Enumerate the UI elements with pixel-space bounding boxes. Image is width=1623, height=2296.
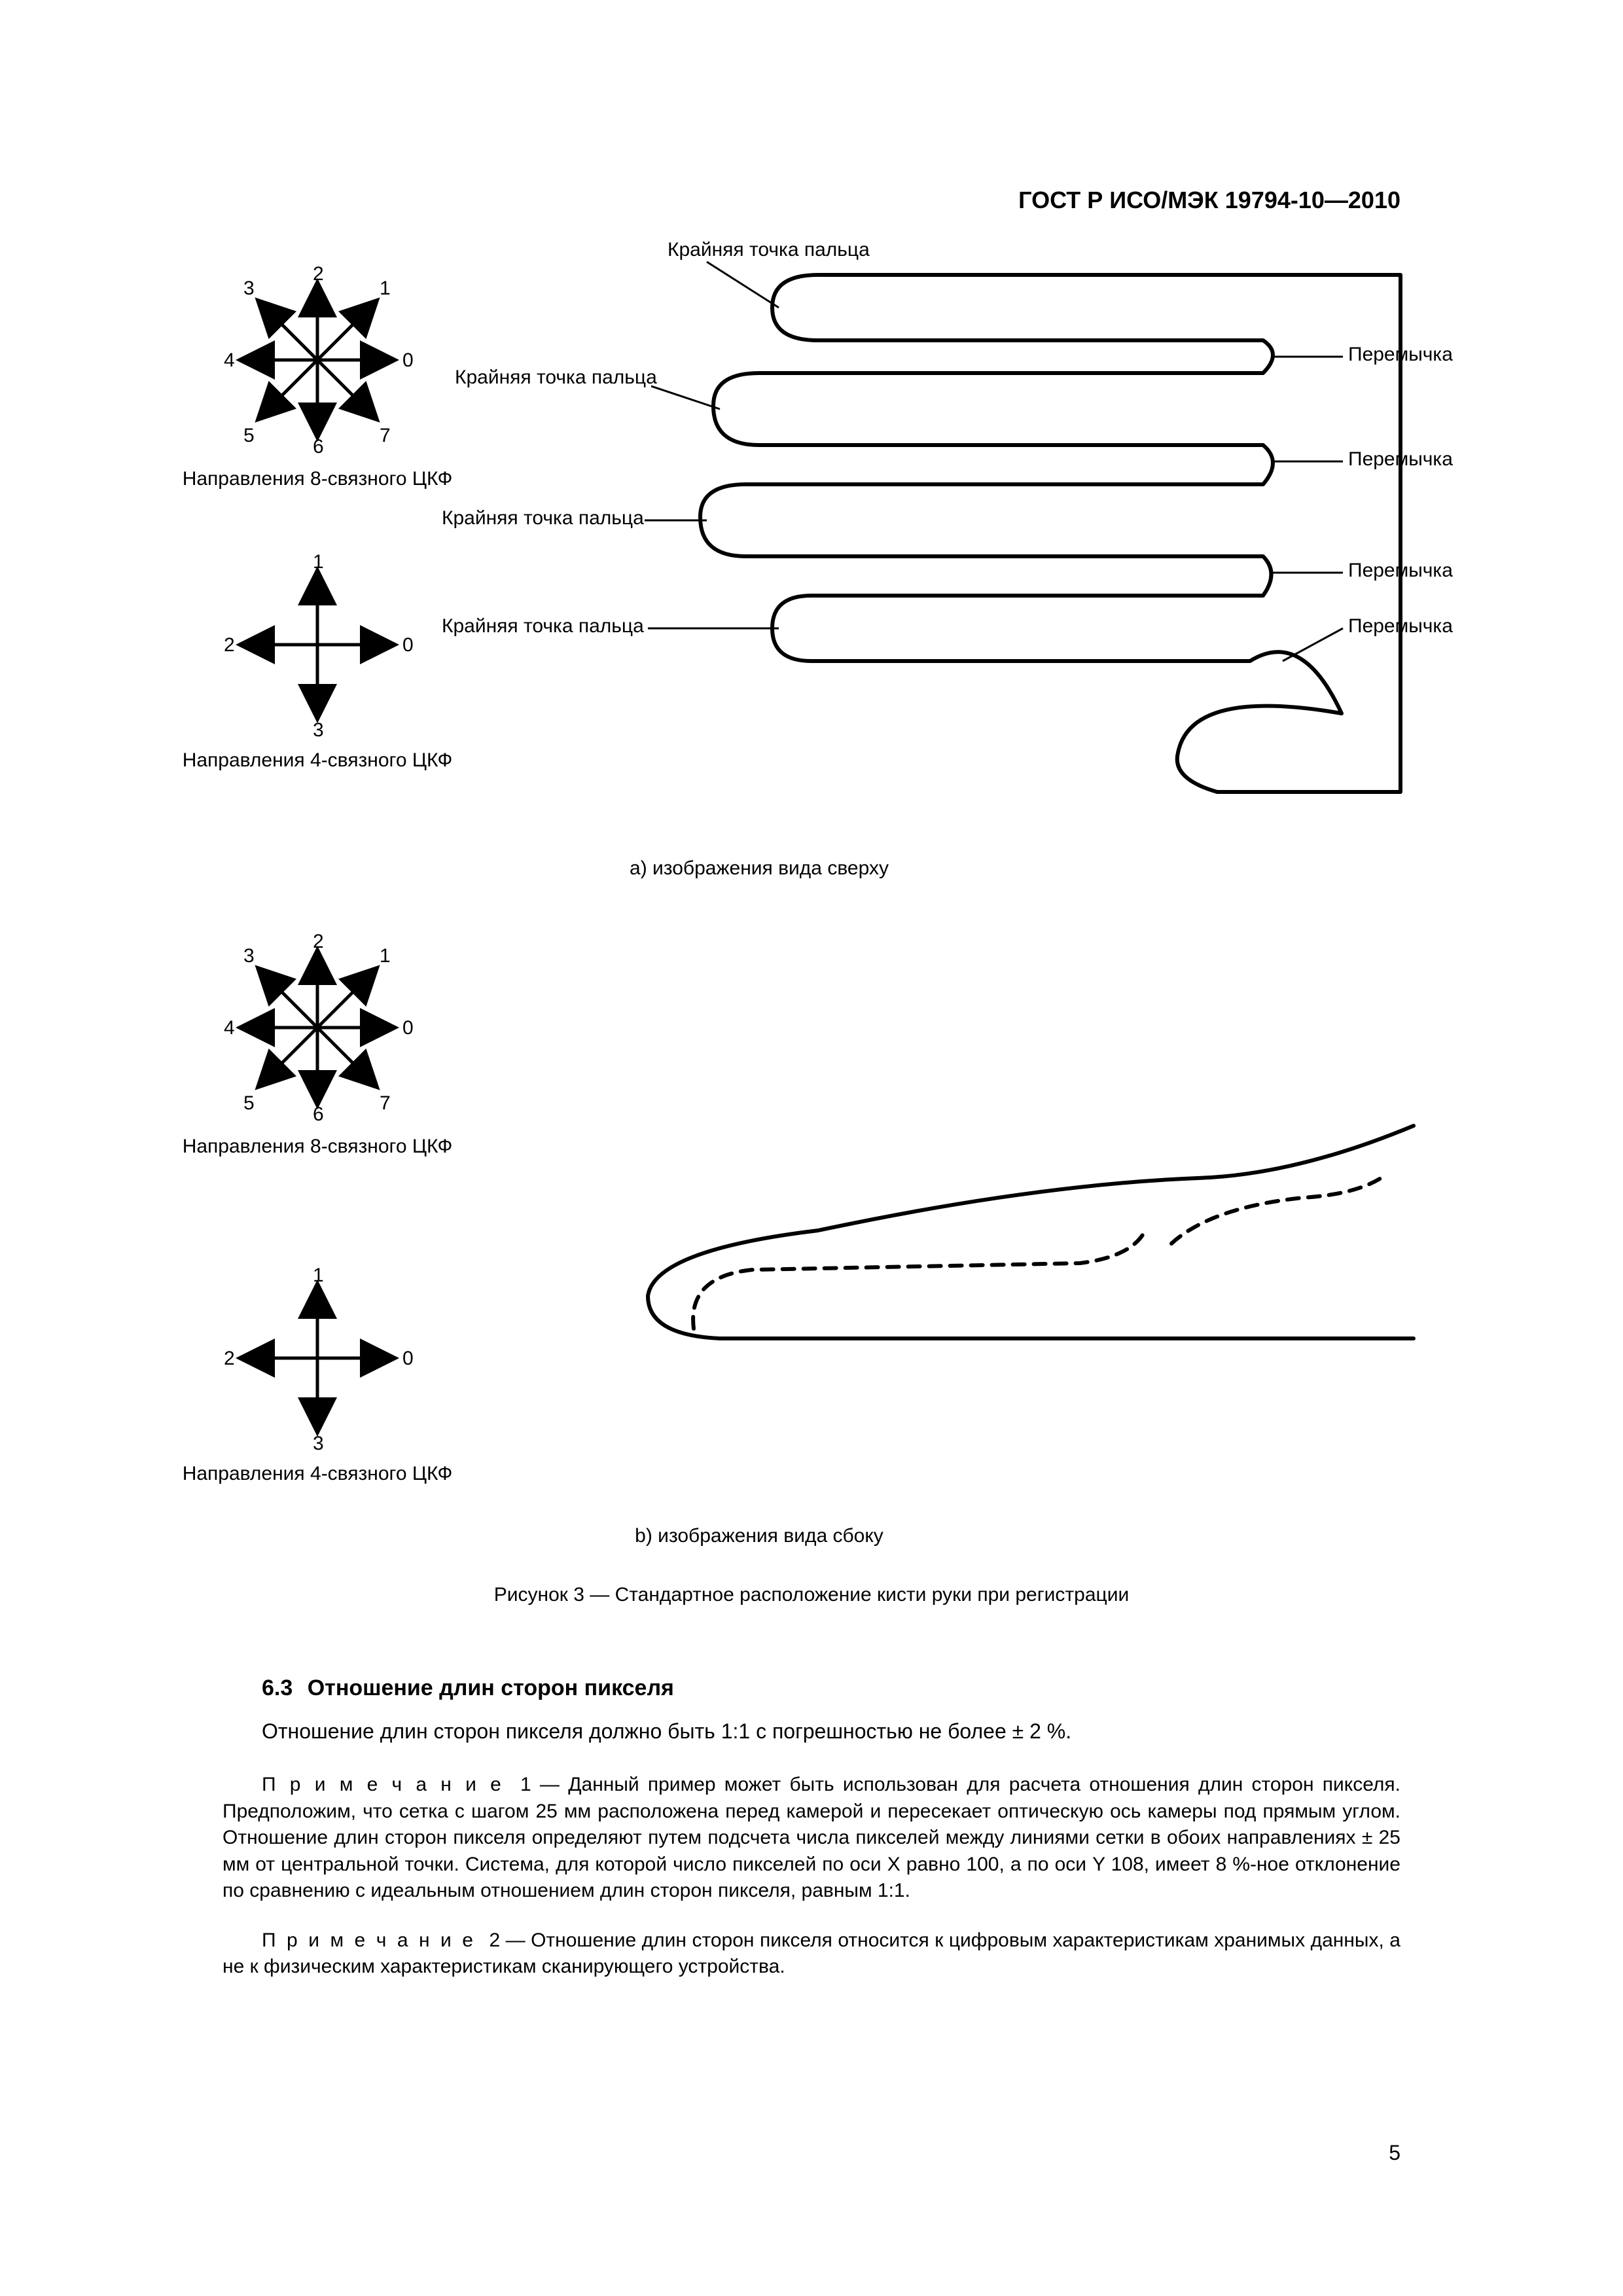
dir8-label-5: 5 bbox=[243, 425, 255, 446]
dir4b-label-2: 2 bbox=[224, 1348, 235, 1369]
diagram-8-top: 0 1 2 3 4 5 6 7 Направления 8-связного Ц… bbox=[170, 262, 465, 490]
dir8b-label-1: 1 bbox=[380, 945, 391, 967]
dir8-label-1: 1 bbox=[380, 278, 391, 299]
subcaption-a: a) изображения вида сверху bbox=[497, 857, 1021, 880]
note-1: П р и м е ч а н и е 1 — Данный пример мо… bbox=[223, 1772, 1400, 1905]
dir4b-label-0: 0 bbox=[402, 1348, 414, 1369]
note-2: П р и м е ч а н и е 2 — Отношение длин с… bbox=[223, 1928, 1400, 1981]
diagram-4-top-svg: 0 1 2 3 bbox=[170, 550, 465, 740]
dir8-label-0: 0 bbox=[402, 350, 414, 371]
web-label-3: Перемычка bbox=[1348, 560, 1453, 582]
tip-label-3: Крайняя точка пальца bbox=[442, 507, 644, 529]
diagram-4-top: 0 1 2 3 Направления 4-связного ЦКФ bbox=[170, 550, 465, 772]
dir4b-label-1: 1 bbox=[313, 1265, 324, 1286]
dir8-label-3: 3 bbox=[243, 278, 255, 299]
diagram-8-bottom-svg: 0 1 2 3 4 5 6 7 bbox=[170, 929, 465, 1126]
document-header: ГОСТ Р ИСО/МЭК 19794-10—2010 bbox=[1018, 187, 1400, 214]
diagram-4-bottom-caption: Направления 4-связного ЦКФ bbox=[170, 1463, 465, 1485]
section-title: Отношение длин сторон пикселя bbox=[308, 1676, 674, 1700]
dir8b-label-5: 5 bbox=[243, 1092, 255, 1114]
dir4-label-3: 3 bbox=[313, 719, 324, 740]
page-number: 5 bbox=[1389, 2141, 1400, 2165]
diagram-8-top-svg: 0 1 2 3 4 5 6 7 bbox=[170, 262, 465, 458]
dir8-label-6: 6 bbox=[313, 436, 324, 457]
diagram-4-bottom-svg: 0 1 2 3 bbox=[170, 1263, 465, 1453]
dir8b-label-0: 0 bbox=[402, 1017, 414, 1039]
tip-label-4: Крайняя точка пальца bbox=[442, 615, 644, 637]
web-label-1: Перемычка bbox=[1348, 344, 1453, 366]
dir4-label-0: 0 bbox=[402, 634, 414, 656]
hand-side-figure bbox=[609, 1113, 1427, 1358]
section-number: 6.3 bbox=[262, 1676, 293, 1700]
section-text-1: Отношение длин сторон пикселя должно быт… bbox=[223, 1717, 1400, 1746]
dir8-label-7: 7 bbox=[380, 425, 391, 446]
dir4-label-2: 2 bbox=[224, 634, 235, 656]
dir8b-label-3: 3 bbox=[243, 945, 255, 967]
diagram-8-bottom: 0 1 2 3 4 5 6 7 Направления 8-связного Ц… bbox=[170, 929, 465, 1158]
diagram-4-bottom: 0 1 2 3 Направления 4-связного ЦКФ bbox=[170, 1263, 465, 1485]
dir8b-label-4: 4 bbox=[224, 1017, 235, 1039]
web-label-2: Перемычка bbox=[1348, 448, 1453, 471]
diagram-8-bottom-caption: Направления 8-связного ЦКФ bbox=[170, 1136, 465, 1158]
dir8-label-2: 2 bbox=[313, 263, 324, 285]
note-2-label: П р и м е ч а н и е bbox=[262, 1929, 476, 1951]
tip-label-1: Крайняя точка пальца bbox=[668, 239, 870, 261]
web-label-4: Перемычка bbox=[1348, 615, 1453, 637]
hand-top-figure: Крайняя точка пальца Крайняя точка пальц… bbox=[497, 236, 1427, 808]
tip-label-2: Крайняя точка пальца bbox=[455, 367, 657, 389]
note-1-num: 1 — bbox=[520, 1774, 560, 1795]
subcaption-b: b) изображения вида сбоку bbox=[497, 1525, 1021, 1547]
section-6-3: 6.3 Отношение длин сторон пикселя Отноше… bbox=[223, 1676, 1400, 1981]
dir8b-label-2: 2 bbox=[313, 931, 324, 952]
dir8b-label-6: 6 bbox=[313, 1103, 324, 1125]
figure-caption: Рисунок 3 — Стандартное расположение кис… bbox=[223, 1584, 1400, 1606]
page: ГОСТ Р ИСО/МЭК 19794-10—2010 0 1 bbox=[0, 0, 1623, 2296]
note-1-label: П р и м е ч а н и е bbox=[262, 1774, 504, 1795]
diagram-4-top-caption: Направления 4-связного ЦКФ bbox=[170, 749, 465, 772]
note-2-num: 2 — bbox=[489, 1929, 525, 1951]
dir8b-label-7: 7 bbox=[380, 1092, 391, 1114]
dir8-label-4: 4 bbox=[224, 350, 235, 371]
dir4b-label-3: 3 bbox=[313, 1433, 324, 1453]
diagram-8-top-caption: Направления 8-связного ЦКФ bbox=[170, 468, 465, 490]
dir4-label-1: 1 bbox=[313, 551, 324, 573]
hand-side-svg bbox=[609, 1113, 1427, 1355]
